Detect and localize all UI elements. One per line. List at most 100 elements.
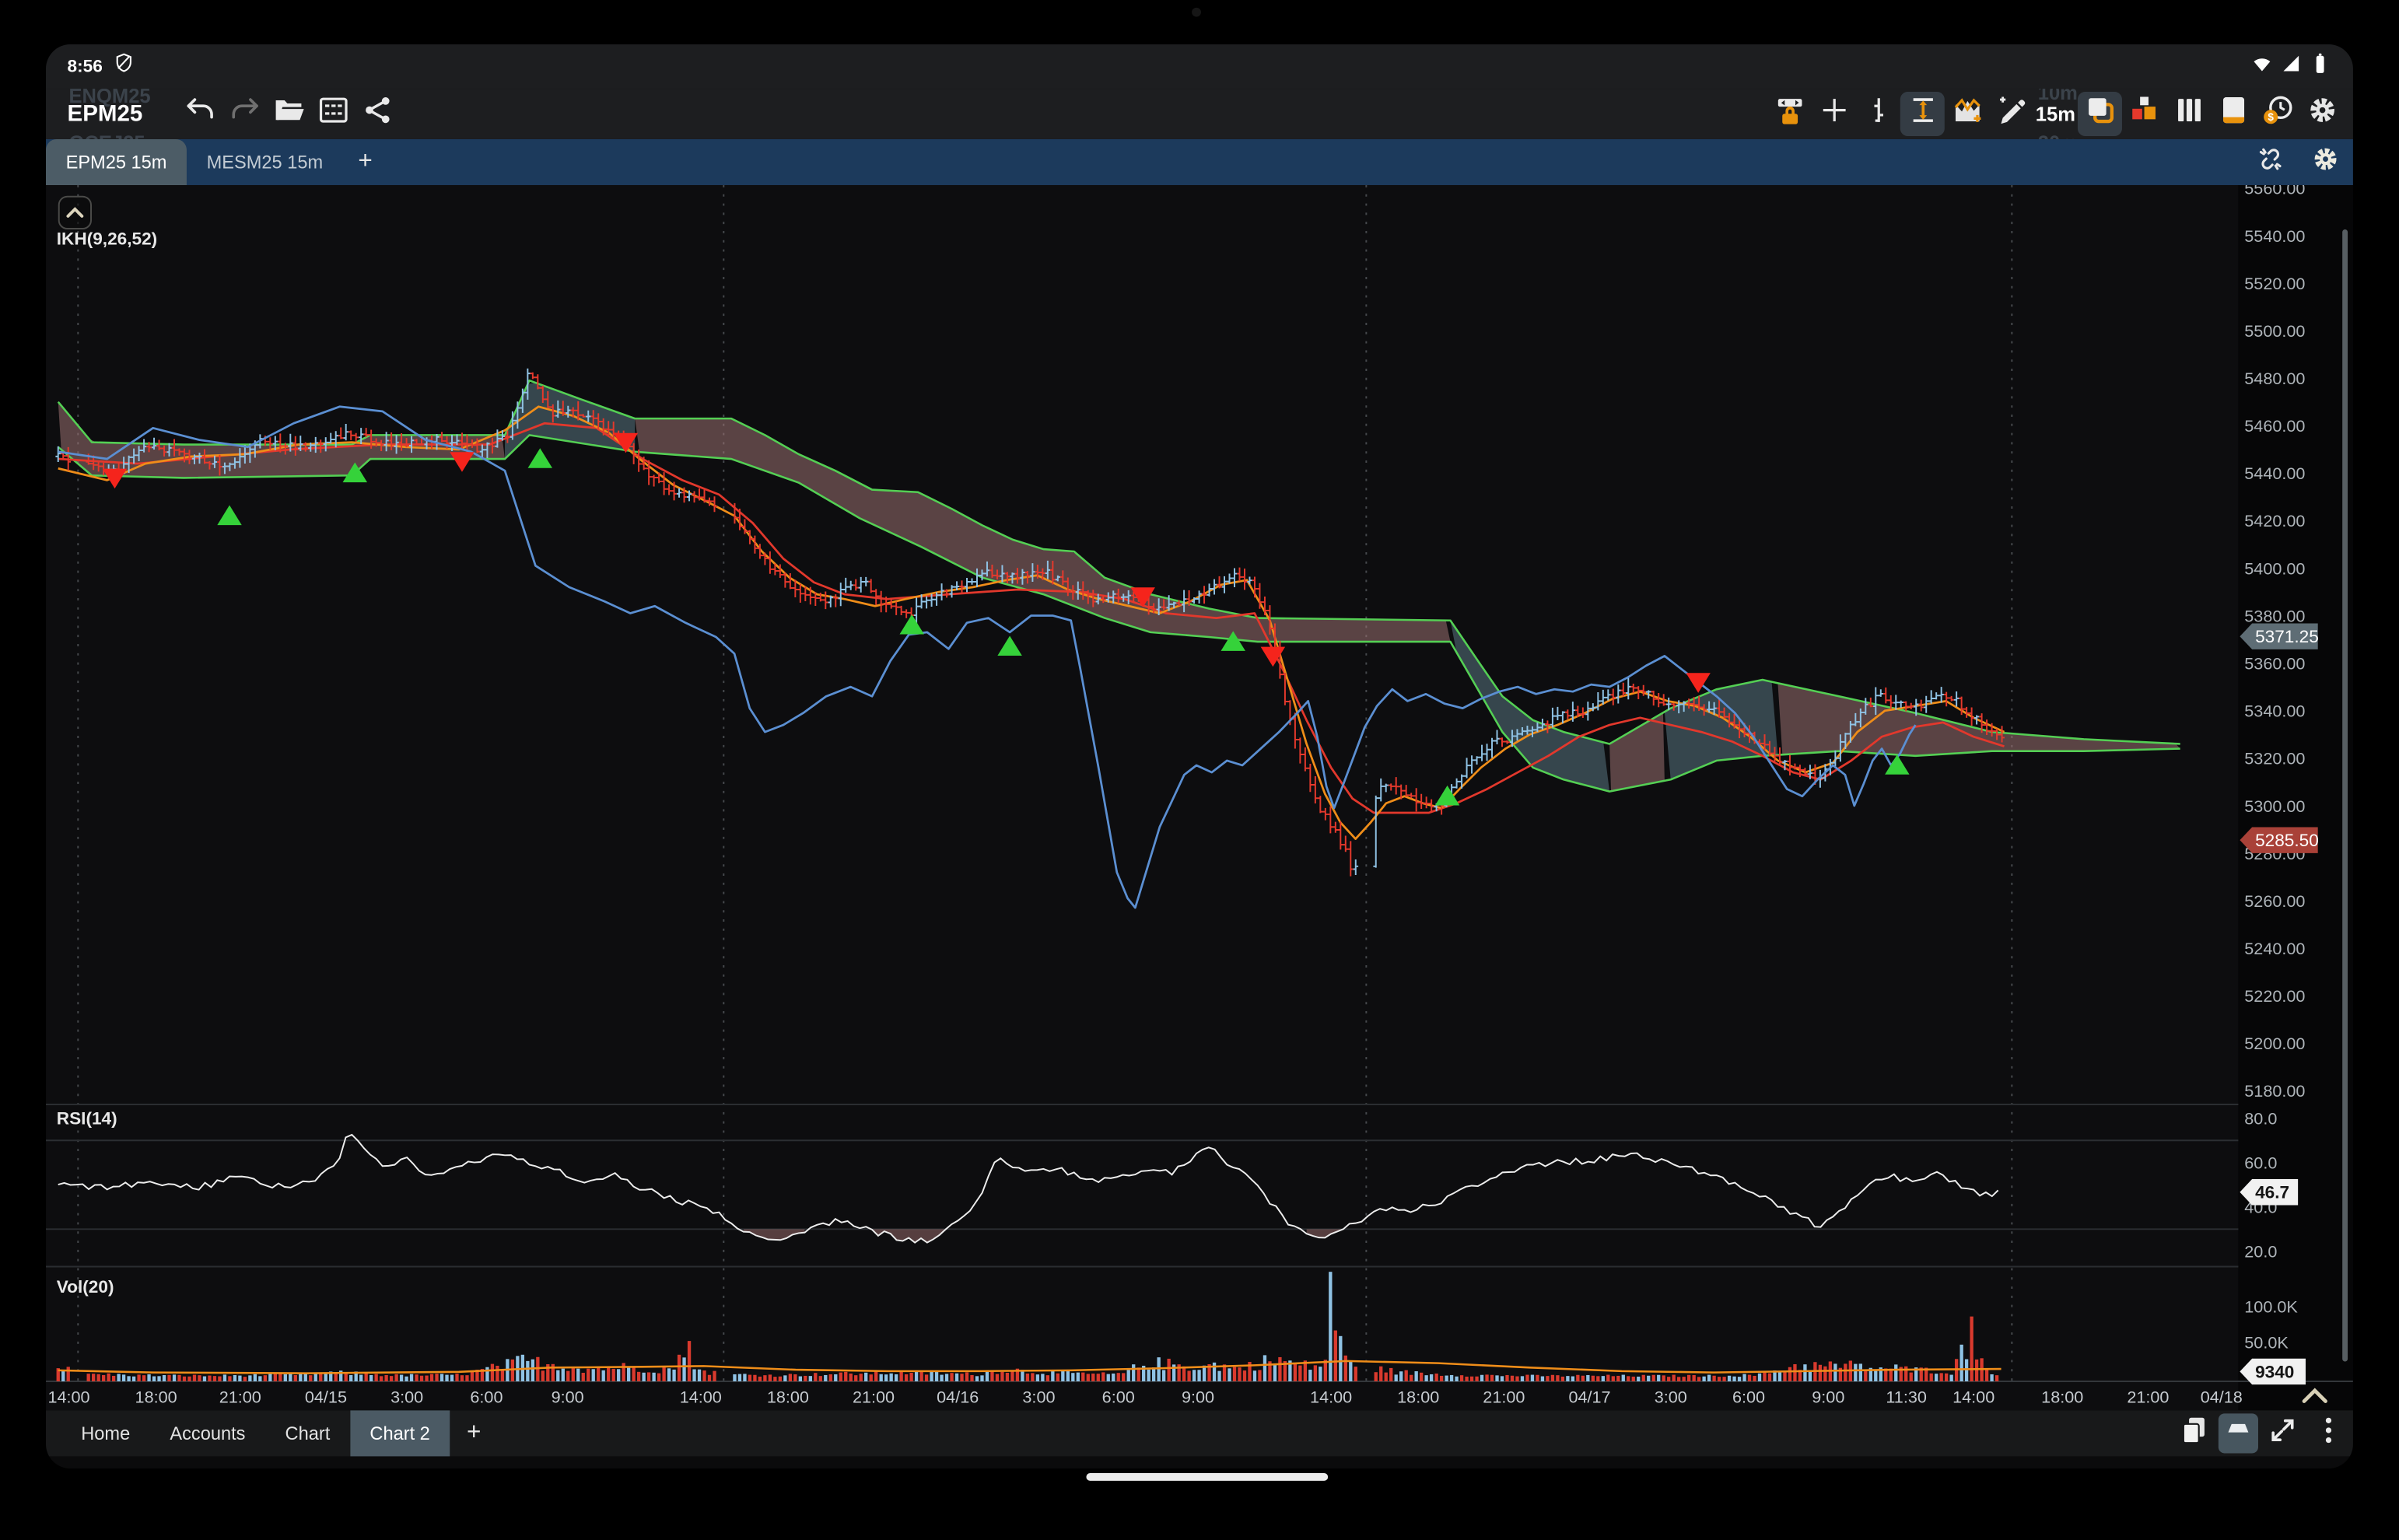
chart-area[interactable]: 5560.00 5540.00 5520.00 5500.00 5480.00 5460.… — [46, 184, 2353, 1411]
nav-item-home[interactable]: Home — [81, 1423, 131, 1444]
svg-text:11:30: 11:30 — [1886, 1388, 1927, 1407]
svg-text:6:00: 6:00 — [1102, 1388, 1135, 1407]
svg-text:9:00: 9:00 — [1182, 1388, 1214, 1407]
gear-icon — [2310, 143, 2341, 181]
svg-text:5371.25: 5371.25 — [2255, 627, 2319, 646]
volume-profile-button[interactable] — [2122, 92, 2166, 136]
copy-pages-icon — [2177, 1412, 2211, 1454]
svg-text:9:00: 9:00 — [552, 1388, 584, 1407]
front-camera — [1192, 7, 1201, 17]
share-button[interactable] — [355, 92, 399, 136]
svg-text:46.7: 46.7 — [2255, 1183, 2289, 1202]
timeframe-selector[interactable]: 15m — [2033, 92, 2078, 136]
overflow-menu-button[interactable] — [2307, 1410, 2350, 1456]
unlink-button[interactable] — [2243, 139, 2298, 185]
open-folder-icon — [271, 93, 305, 135]
cellular-signal-icon — [2280, 51, 2303, 82]
svg-text:21:00: 21:00 — [1483, 1388, 1525, 1407]
crosshair-plus-icon — [1817, 93, 1851, 135]
share-icon — [360, 93, 394, 135]
redo-icon — [227, 93, 261, 135]
crosshair-button[interactable] — [1812, 92, 1856, 136]
timeframe-label: 15m — [2035, 102, 2075, 126]
svg-text:5320.00: 5320.00 — [2244, 749, 2305, 768]
undo-icon — [183, 93, 216, 135]
nav-item-chart[interactable]: Chart — [285, 1423, 331, 1444]
svg-text:5200.00: 5200.00 — [2244, 1034, 2305, 1053]
symbol-title[interactable]: EPM25 — [67, 100, 143, 128]
price-chart[interactable]: 5560.00 5540.00 5520.00 5500.00 5480.00 5460.… — [46, 184, 2353, 1411]
home-indicator-bar[interactable] — [1086, 1473, 1329, 1481]
wifi-icon — [2250, 51, 2274, 82]
svg-text:20.0: 20.0 — [2244, 1242, 2277, 1262]
svg-text:14:00: 14:00 — [1310, 1388, 1352, 1407]
bottom-nav: Home Accounts Chart Chart 2 + — [46, 1410, 2353, 1457]
redo-button[interactable] — [222, 92, 266, 136]
add-chart-tab-button[interactable]: + — [358, 148, 373, 175]
svg-text:5420.00: 5420.00 — [2244, 511, 2305, 530]
draw-button[interactable] — [1989, 92, 2033, 136]
svg-text:5220.00: 5220.00 — [2244, 986, 2305, 1006]
svg-text:04/17: 04/17 — [1568, 1388, 1610, 1407]
chart-style-button[interactable] — [2077, 92, 2122, 137]
collapse-indicator-button[interactable] — [58, 195, 93, 230]
svg-text:$: $ — [2267, 111, 2273, 123]
open-chart-button[interactable] — [266, 92, 310, 136]
drag-lock-icon — [1773, 93, 1806, 135]
settings-button[interactable] — [2299, 92, 2344, 136]
drag-lock-button[interactable] — [1767, 92, 1812, 136]
svg-text:5560.00: 5560.00 — [2244, 185, 2305, 198]
svg-text:Vol(20): Vol(20) — [57, 1277, 114, 1297]
svg-text:5480.00: 5480.00 — [2244, 369, 2305, 388]
svg-text:21:00: 21:00 — [2127, 1388, 2169, 1407]
svg-text:5400.00: 5400.00 — [2244, 558, 2305, 578]
chart-style-layers-icon — [2083, 93, 2117, 135]
svg-text:3:00: 3:00 — [1655, 1388, 1687, 1407]
undo-button[interactable] — [177, 92, 222, 136]
toolbar: EPM25 15m $ — [46, 89, 2353, 139]
session-hours-button[interactable]: $ — [2255, 92, 2299, 136]
svg-text:RSI(14): RSI(14) — [57, 1109, 117, 1129]
svg-text:6:00: 6:00 — [470, 1388, 503, 1407]
svg-text:04/18: 04/18 — [2201, 1388, 2243, 1407]
add-workspace-button[interactable]: + — [467, 1419, 482, 1446]
svg-text:18:00: 18:00 — [135, 1388, 177, 1407]
price-line-button[interactable] — [1856, 92, 1900, 136]
nav-item-accounts[interactable]: Accounts — [170, 1423, 246, 1444]
auto-scale-button[interactable] — [1900, 92, 1945, 137]
unlink-icon — [2255, 143, 2285, 181]
svg-text:5260.00: 5260.00 — [2244, 891, 2305, 911]
columns-button[interactable] — [2166, 92, 2211, 136]
svg-text:5340.00: 5340.00 — [2244, 702, 2305, 721]
copy-workspace-button[interactable] — [2173, 1410, 2215, 1456]
battery-icon — [2309, 51, 2332, 82]
expand-icon — [2266, 1412, 2299, 1454]
svg-text:18:00: 18:00 — [1397, 1388, 1439, 1407]
tab-mesm25-15m[interactable]: MESM25 15m — [206, 151, 324, 173]
indicator-add-icon — [1950, 93, 1984, 135]
overflow-menu-icon — [2312, 1412, 2345, 1454]
journal-button[interactable] — [2211, 92, 2255, 136]
app-screen: 8:56 EPM25 15m — [46, 44, 2353, 1469]
svg-text:3:00: 3:00 — [390, 1388, 423, 1407]
columns-icon — [2172, 93, 2205, 135]
nav-item-chart-2[interactable]: Chart 2 — [349, 1410, 450, 1457]
dom-button[interactable] — [310, 92, 355, 136]
clock-time: 8:56 — [67, 57, 103, 76]
svg-text:5300.00: 5300.00 — [2244, 796, 2305, 816]
tab-epm25-15m[interactable]: EPM25 15m — [46, 138, 187, 185]
fullscreen-button[interactable] — [2261, 1410, 2304, 1456]
svg-text:5380.00: 5380.00 — [2244, 606, 2305, 625]
chart-tab-bar: EPM25 15m MESM25 15m + — [46, 138, 2353, 185]
svg-text:14:00: 14:00 — [680, 1388, 722, 1407]
tab-settings-button[interactable] — [2298, 139, 2353, 185]
svg-text:5180.00: 5180.00 — [2244, 1081, 2305, 1101]
draw-pencil-icon — [1994, 93, 2028, 135]
price-line-icon — [1861, 93, 1895, 135]
dom-grid-icon — [316, 93, 349, 135]
svg-text:9340: 9340 — [2255, 1362, 2294, 1381]
svg-text:3:00: 3:00 — [1022, 1388, 1055, 1407]
keyboard-panel-button[interactable] — [2218, 1413, 2258, 1454]
add-indicator-button[interactable] — [1945, 92, 1989, 136]
volume-blocks-icon — [2128, 93, 2161, 135]
